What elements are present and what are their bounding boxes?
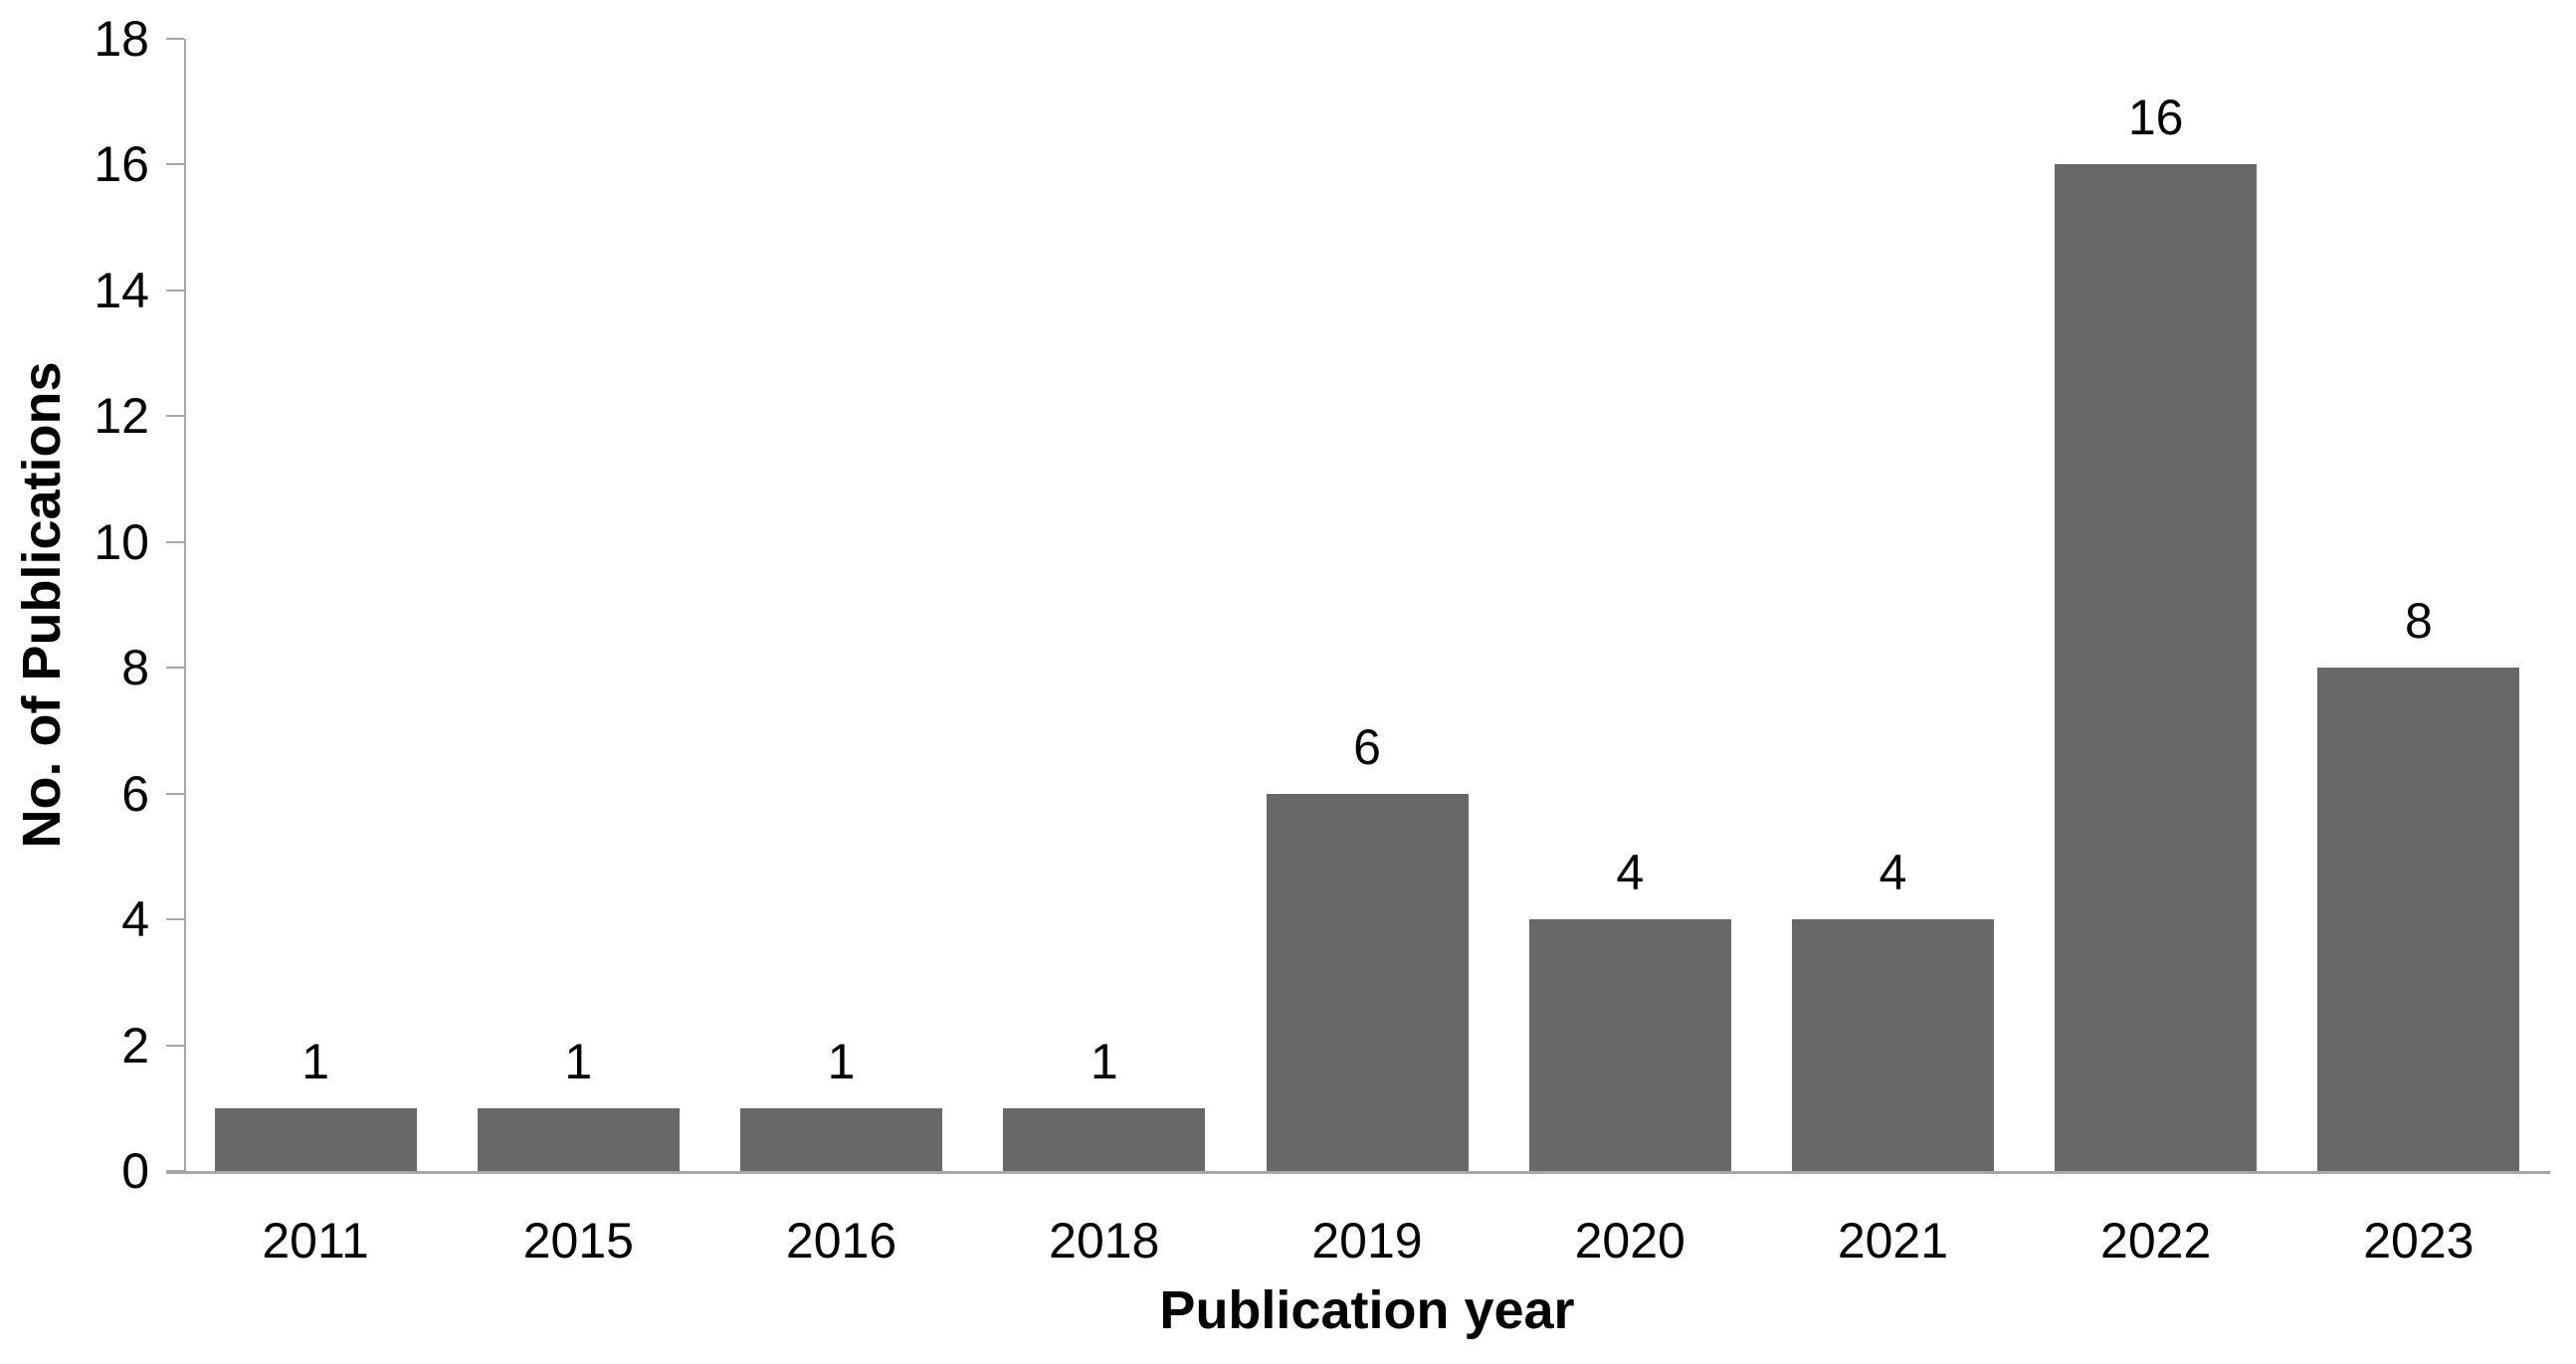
plot-area: 0 2 4 6 8 10 12 14 16 18 1 1 1 1 6 4 4 16 8 bbox=[94, 14, 2550, 1196]
y-tick-label: 10 bbox=[94, 513, 149, 570]
bar bbox=[1791, 919, 1994, 1171]
y-tick-label: 2 bbox=[121, 1017, 149, 1073]
x-tick-label: 2018 bbox=[1049, 1213, 1160, 1268]
y-tick-mark bbox=[166, 163, 184, 166]
bar bbox=[1266, 793, 1469, 1171]
bar bbox=[477, 1107, 680, 1171]
y-tick-mark bbox=[166, 1170, 184, 1172]
y-tick-label: 16 bbox=[94, 136, 149, 193]
y-tick-mark bbox=[166, 540, 184, 543]
y-tick-mark bbox=[166, 792, 184, 795]
bar-value-label: 4 bbox=[1616, 845, 1645, 901]
bar-value-label: 1 bbox=[301, 1033, 330, 1089]
bar-value-label: 1 bbox=[827, 1033, 856, 1089]
bar-value-label: 1 bbox=[1090, 1033, 1118, 1089]
y-tick-mark bbox=[166, 1044, 184, 1047]
y-tick-label: 4 bbox=[121, 891, 149, 948]
x-tick-label: 2020 bbox=[1574, 1213, 1685, 1268]
y-tick-mark bbox=[166, 415, 184, 418]
y-tick-label: 18 bbox=[94, 11, 149, 67]
x-tick-label: 2011 bbox=[262, 1213, 369, 1268]
y-tick-mark bbox=[166, 918, 184, 921]
bar bbox=[740, 1107, 943, 1171]
bar bbox=[214, 1107, 417, 1171]
x-tick-label: 2021 bbox=[1837, 1213, 1949, 1268]
y-tick-mark bbox=[166, 667, 184, 670]
bar-value-label: 6 bbox=[1353, 718, 1381, 775]
y-tick-label: 14 bbox=[94, 262, 149, 318]
y-tick-label: 6 bbox=[121, 765, 149, 822]
y-tick-label: 0 bbox=[121, 1143, 149, 1199]
y-tick-label: 12 bbox=[94, 388, 149, 445]
x-axis-line bbox=[166, 1171, 2550, 1174]
bar bbox=[2055, 164, 2258, 1171]
bar-value-label: 8 bbox=[2404, 593, 2433, 650]
x-tick-label: 2019 bbox=[1311, 1213, 1423, 1268]
x-tick-label: 2016 bbox=[785, 1213, 897, 1268]
bar bbox=[1003, 1107, 1206, 1171]
bar bbox=[1528, 919, 1731, 1171]
bar bbox=[2317, 668, 2520, 1171]
y-tick-mark bbox=[166, 38, 184, 40]
bar-value-label: 4 bbox=[1879, 845, 1907, 901]
x-tick-label: 2022 bbox=[2100, 1213, 2212, 1268]
bar-value-label: 1 bbox=[564, 1033, 593, 1089]
bar-value-label: 16 bbox=[2127, 90, 2184, 146]
x-axis-title: Publication year bbox=[1159, 1280, 1575, 1340]
y-axis-line bbox=[184, 39, 186, 1173]
y-tick-mark bbox=[166, 289, 184, 292]
x-tick-label: 2023 bbox=[2363, 1213, 2475, 1268]
y-tick-label: 8 bbox=[121, 640, 149, 696]
x-tick-label: 2015 bbox=[522, 1213, 634, 1268]
